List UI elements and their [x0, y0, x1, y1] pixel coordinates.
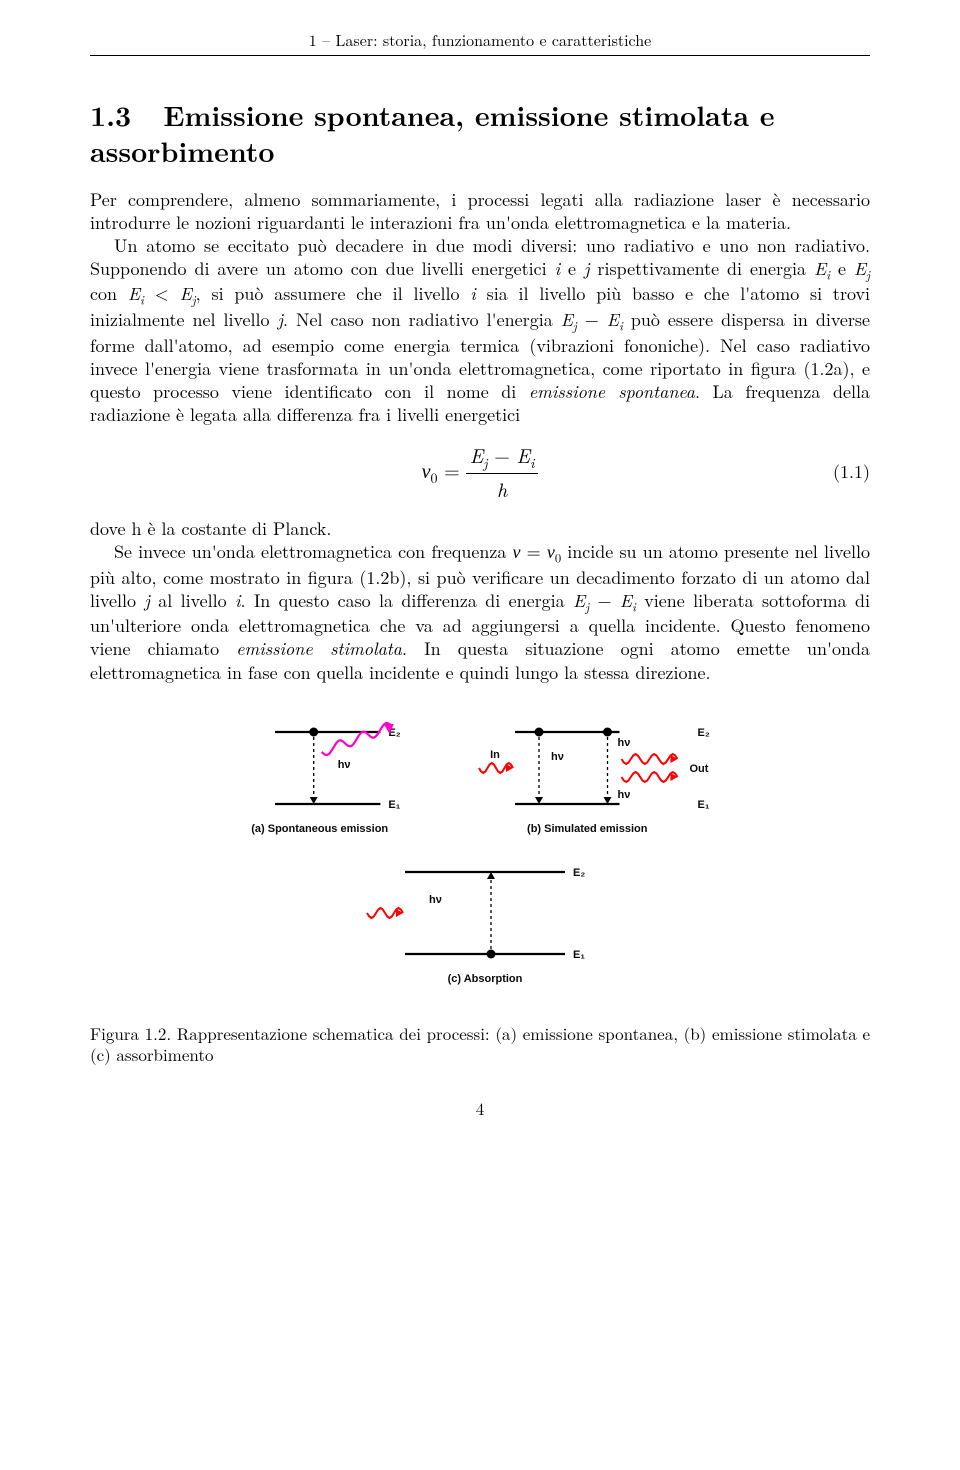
section-heading: 1.3 Emissione spontanea, emissione stimo… — [90, 98, 870, 170]
svg-text:hν: hν — [618, 789, 631, 801]
svg-text:In: In — [490, 749, 500, 761]
equation-1-1: ν0 = Ej − Ei h (1.1) — [90, 440, 870, 503]
paragraph-1: Per comprendere, almeno sommariamente, i… — [90, 188, 870, 234]
equation-label: (1.1) — [833, 459, 870, 484]
svg-text:E₁: E₁ — [388, 799, 400, 811]
section-title-text: Emissione spontanea, emissione stimolata… — [90, 95, 774, 171]
svg-text:hν: hν — [429, 894, 442, 906]
svg-text:E₂: E₂ — [573, 867, 585, 879]
figure-svg: E₂ E₁ hν (a) Spontaneous emission E₂ E₁ In hν hν… — [240, 704, 720, 994]
svg-text:(c) Absorption: (c) Absorption — [448, 973, 523, 985]
figure-1-2: E₂ E₁ hν (a) Spontaneous emission E₂ E₁ In hν hν… — [90, 704, 870, 999]
svg-text:hν: hν — [338, 759, 351, 771]
svg-text:Out: Out — [690, 763, 709, 775]
svg-text:(a) Spontaneous emission: (a) Spontaneous emission — [251, 823, 388, 835]
figure-caption: Figura 1.2. Rappresentazione schematica … — [90, 1023, 870, 1067]
svg-text:hν: hν — [618, 737, 631, 749]
svg-text:(b) Simulated emission: (b) Simulated emission — [527, 823, 648, 835]
paragraph-3: dove h è la costante di Planck. — [90, 517, 870, 540]
running-header: 1 – Laser: storia, funzionamento e carat… — [90, 28, 870, 56]
paragraph-4: Se invece un'onda elettromagnetica con f… — [90, 540, 870, 684]
paragraph-2: Un atomo se eccitato può decadere in due… — [90, 234, 870, 426]
svg-text:hν: hν — [551, 751, 564, 763]
page-number: 4 — [90, 1096, 870, 1120]
svg-text:E₂: E₂ — [698, 727, 710, 739]
svg-text:E₁: E₁ — [573, 949, 585, 961]
svg-text:E₁: E₁ — [698, 799, 710, 811]
section-number: 1.3 — [90, 95, 131, 135]
